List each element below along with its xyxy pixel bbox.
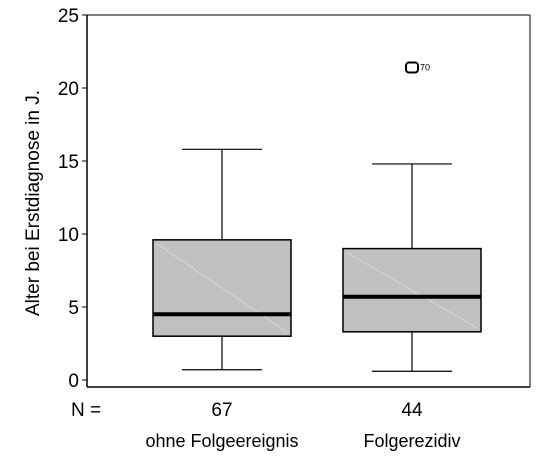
outlier-marker <box>405 61 419 74</box>
n-value: 67 <box>211 400 232 421</box>
outlier-label: 70 <box>420 63 430 73</box>
y-axis-title: Alter bei Erstdiagnose in J. <box>23 90 44 316</box>
n-label: N = <box>71 400 101 421</box>
y-tick-label: 25 <box>58 6 79 27</box>
n-value: 44 <box>401 400 423 421</box>
y-tick-label: 5 <box>68 298 79 319</box>
y-tick-label: 15 <box>58 152 79 173</box>
category-label: ohne Folgeereignis <box>145 431 298 451</box>
y-tick-label: 20 <box>58 79 79 100</box>
y-tick-label: 10 <box>58 225 79 246</box>
box-sheen <box>346 252 478 329</box>
box-sheen <box>156 243 288 333</box>
category-label: Folgerezidiv <box>363 431 460 451</box>
y-tick-label: 0 <box>68 371 79 392</box>
